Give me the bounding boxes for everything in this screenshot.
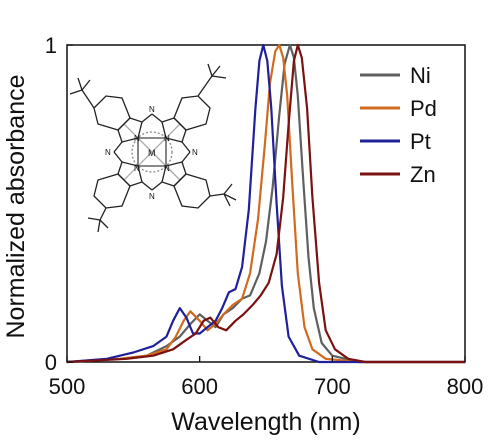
inset-n-right: N [192, 148, 198, 157]
inset-metal-label: M [148, 148, 156, 158]
legend: Ni Pd Pt Zn [360, 63, 437, 187]
plot-frame [66, 44, 466, 363]
series-layer [66, 43, 465, 364]
legend-label-ni: Ni [410, 63, 431, 88]
axis-ticks: 500 600 700 800 0 1 [45, 33, 484, 399]
series-line-zn [66, 43, 465, 364]
series-line-ni [66, 43, 465, 364]
series-line-pd [66, 43, 465, 364]
inset-n-left: N [105, 148, 111, 157]
y-tick-label-1: 1 [45, 33, 57, 58]
legend-label-pt: Pt [410, 129, 431, 154]
molecule-structure-inset: N N N N N N N N M [69, 63, 237, 233]
x-tick-label-700: 700 [314, 374, 351, 399]
axes-box [66, 44, 466, 363]
series-line-pt [66, 43, 465, 364]
legend-label-zn: Zn [410, 162, 436, 187]
x-axis-title: Wavelength (nm) [171, 408, 360, 436]
inset-n-inner-3: N [164, 164, 170, 173]
legend-label-pd: Pd [410, 96, 437, 121]
inset-n-bottom: N [149, 192, 155, 201]
x-tick-label-800: 800 [447, 374, 484, 399]
y-axis-title: Normalized absorbance [2, 74, 30, 338]
y-tick-label-0: 0 [45, 350, 57, 375]
inset-n-inner-4: N [134, 164, 140, 173]
inset-n-inner-2: N [164, 134, 170, 143]
x-tick-label-500: 500 [49, 374, 86, 399]
inset-n-top: N [149, 105, 155, 114]
x-tick-label-600: 600 [181, 374, 218, 399]
inset-n-inner-1: N [134, 134, 140, 143]
